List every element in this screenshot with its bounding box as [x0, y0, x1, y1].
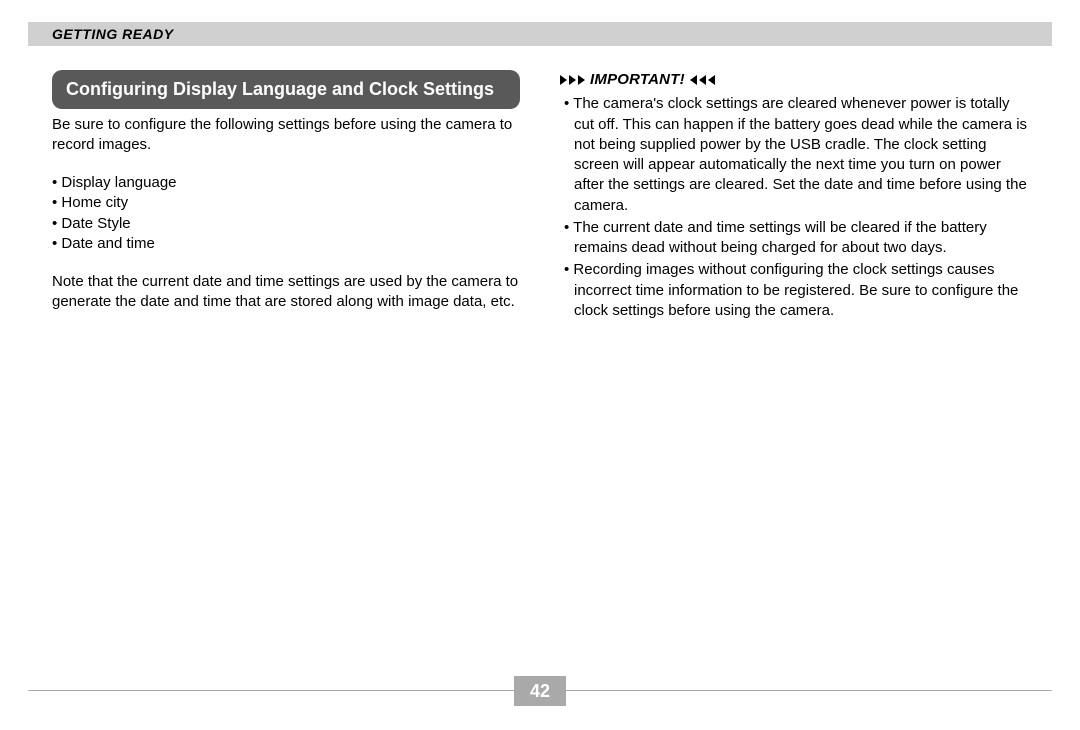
list-item: Date and time	[52, 234, 520, 254]
note-paragraph: Note that the current date and time sett…	[52, 272, 520, 313]
page-number: 42	[514, 676, 566, 706]
footer-rule	[566, 690, 1052, 691]
left-column: Configuring Display Language and Clock S…	[52, 70, 520, 650]
triangle-right-icon	[569, 75, 576, 85]
triangle-right-icon	[560, 75, 567, 85]
right-column: IMPORTANT! The camera's clock settings a…	[560, 70, 1028, 650]
list-item: Display language	[52, 173, 520, 193]
list-item: The current date and time settings will …	[560, 218, 1028, 259]
list-item: The camera's clock settings are cleared …	[560, 94, 1028, 216]
section-header-bar: GETTING READY	[28, 22, 1052, 46]
intro-paragraph: Be sure to configure the following setti…	[52, 115, 520, 156]
settings-bullet-list: Display language Home city Date Style Da…	[52, 173, 520, 254]
important-heading: IMPORTANT!	[560, 70, 1028, 90]
topic-heading: Configuring Display Language and Clock S…	[52, 70, 520, 109]
triangle-left-icon	[699, 75, 706, 85]
list-item: Home city	[52, 193, 520, 213]
triangle-left-icon	[690, 75, 697, 85]
important-label: IMPORTANT!	[590, 70, 685, 90]
section-header-label: GETTING READY	[52, 26, 174, 42]
triangle-right-icon	[578, 75, 585, 85]
list-item: Date Style	[52, 214, 520, 234]
list-item: Recording images without configuring the…	[560, 260, 1028, 321]
footer-rule	[28, 690, 514, 691]
important-notes-list: The camera's clock settings are cleared …	[560, 94, 1028, 321]
triangle-left-icon	[708, 75, 715, 85]
content-columns: Configuring Display Language and Clock S…	[52, 70, 1028, 650]
